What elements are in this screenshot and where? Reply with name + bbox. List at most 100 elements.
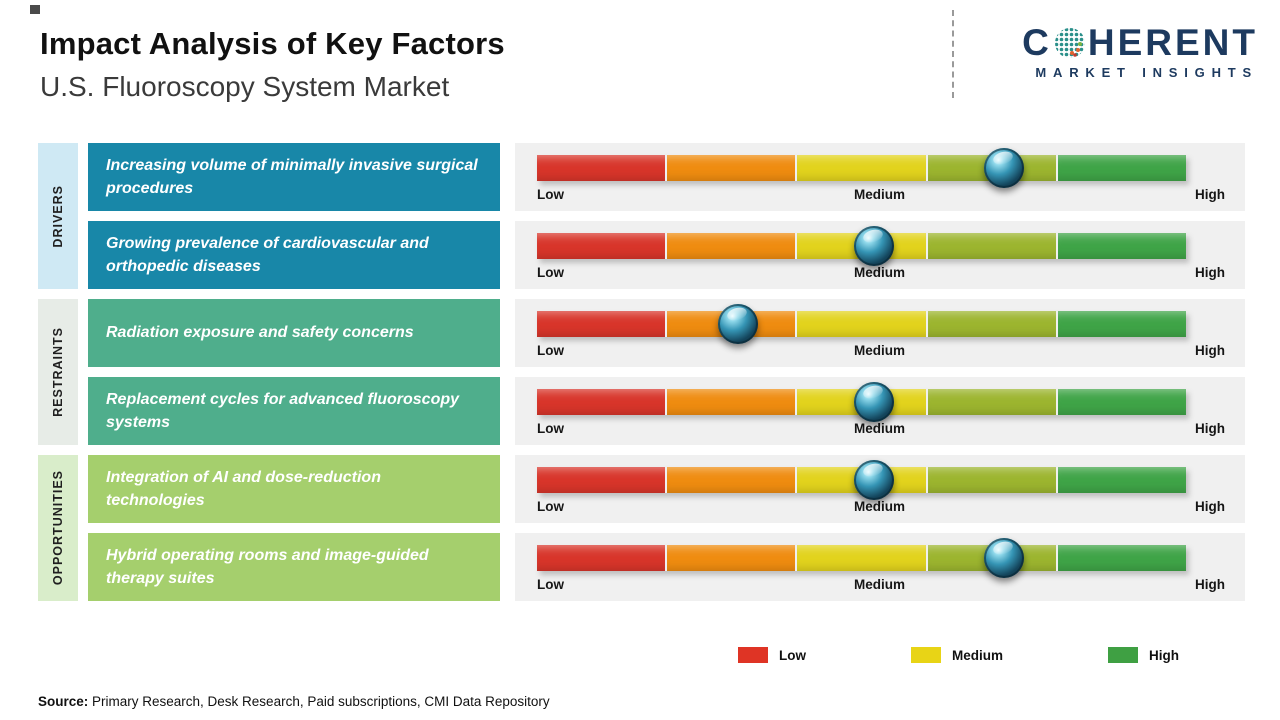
group-label-drivers: DRIVERS [38, 143, 78, 289]
factor-text: Replacement cycles for advanced fluorosc… [106, 390, 460, 431]
bar-segment-low-mid [667, 545, 796, 571]
impact-track [537, 148, 1187, 188]
bar-segment-high [1057, 311, 1187, 337]
legend-swatch-low [737, 647, 768, 663]
factor-box: Replacement cycles for advanced fluorosc… [88, 377, 500, 445]
factor-box: Increasing volume of minimally invasive … [88, 143, 500, 211]
group-label-opportunities: OPPORTUNITIES [38, 455, 78, 601]
corner-mark [30, 5, 40, 14]
factor-text: Hybrid operating rooms and image-guided … [106, 546, 429, 587]
impact-chart: DRIVERS Increasing volume of minimally i… [38, 143, 1245, 663]
factor-text: Integration of AI and dose-reduction tec… [106, 468, 381, 509]
logo-tagline: MARKET INSIGHTS [1035, 65, 1258, 80]
bar-segment-low-mid [667, 467, 796, 493]
scale-label-high: High [1194, 265, 1225, 280]
scale-label-medium: Medium [853, 499, 905, 514]
bar-segment-low-mid [667, 233, 796, 259]
impact-marker [984, 538, 1025, 578]
bar-segment-low [537, 467, 666, 493]
impact-track [537, 460, 1187, 500]
bar-segment-low [537, 155, 666, 181]
bar-segment-mid [797, 155, 926, 181]
impact-bar-panel: Low Medium High [515, 299, 1245, 367]
scale-label-medium: Medium [853, 577, 905, 592]
page-title: Impact Analysis of Key Factors [40, 26, 505, 61]
scale-label-medium: Medium [853, 265, 905, 280]
bar-segment-low [537, 233, 666, 259]
group-restraints: RESTRAINTS Radiation exposure and safety… [38, 299, 1245, 445]
impact-track [537, 538, 1187, 578]
factor-row: Integration of AI and dose-reduction tec… [88, 455, 1245, 523]
impact-track [537, 382, 1187, 422]
legend-item-medium: Medium [910, 647, 1003, 663]
impact-bar-panel: Low Medium High [515, 455, 1245, 523]
impact-marker [854, 382, 895, 422]
impact-marker [854, 460, 895, 500]
impact-bar [537, 467, 1187, 493]
scale-label-low: Low [537, 499, 564, 514]
impact-track [537, 304, 1187, 344]
scale-label-high: High [1194, 421, 1225, 436]
bar-segment-low [537, 545, 666, 571]
factor-row: Growing prevalence of cardiovascular and… [88, 221, 1245, 289]
bar-segment-high [1057, 233, 1187, 259]
scale-labels: Low Medium High [537, 499, 1225, 514]
bar-segment-low-mid [667, 389, 796, 415]
source-note: Source: Primary Research, Desk Research,… [38, 694, 550, 709]
legend-label-low: Low [778, 647, 806, 663]
factor-box: Growing prevalence of cardiovascular and… [88, 221, 500, 289]
impact-marker [718, 304, 759, 344]
bar-segment-mid-high [927, 389, 1056, 415]
source-prefix: Source: [38, 694, 89, 709]
logo-letters-rest: HERENT [1087, 22, 1258, 63]
impact-marker [854, 226, 895, 266]
header: Impact Analysis of Key Factors U.S. Fluo… [0, 0, 1280, 143]
group-opportunities: OPPORTUNITIES Integration of AI and dose… [38, 455, 1245, 601]
scale-label-low: Low [537, 265, 564, 280]
bar-segment-mid [797, 545, 926, 571]
bar-segment-mid-high [927, 233, 1056, 259]
logo: C [1022, 24, 1258, 80]
bar-segment-high [1057, 155, 1187, 181]
bar-segment-low-mid [667, 155, 796, 181]
legend-label-medium: Medium [951, 647, 1003, 663]
factor-row: Hybrid operating rooms and image-guided … [88, 533, 1245, 601]
legend-swatch-high [1108, 647, 1138, 663]
group-label-text: OPPORTUNITIES [51, 470, 65, 586]
impact-bar-panel: Low Medium High [515, 377, 1245, 445]
bar-segment-mid-high [927, 311, 1056, 337]
scale-label-high: High [1194, 499, 1225, 514]
logo-wordmark: C [1022, 24, 1258, 61]
impact-marker [984, 148, 1025, 188]
bar-segment-mid-high [927, 467, 1056, 493]
scale-label-high: High [1194, 577, 1225, 592]
impact-bar [537, 155, 1187, 181]
scale-label-medium: Medium [853, 421, 905, 436]
source-text: Primary Research, Desk Research, Paid su… [88, 694, 550, 709]
scale-label-medium: Medium [853, 343, 905, 358]
impact-bar [537, 545, 1187, 571]
factor-box: Hybrid operating rooms and image-guided … [88, 533, 500, 601]
impact-track [537, 226, 1187, 266]
bar-segment-mid [797, 311, 926, 337]
scale-label-low: Low [537, 187, 564, 202]
logo-divider [952, 10, 954, 98]
group-drivers: DRIVERS Increasing volume of minimally i… [38, 143, 1245, 289]
legend-swatch-medium [910, 647, 941, 663]
bar-segment-low [537, 389, 666, 415]
scale-labels: Low Medium High [537, 265, 1225, 280]
impact-bar [537, 311, 1187, 337]
bar-segment-low [537, 311, 666, 337]
factor-row: Replacement cycles for advanced fluorosc… [88, 377, 1245, 445]
impact-bar [537, 389, 1187, 415]
factor-row: Increasing volume of minimally invasive … [88, 143, 1245, 211]
scale-labels: Low Medium High [537, 577, 1225, 592]
group-label-text: RESTRAINTS [51, 327, 65, 417]
legend-item-high: High [1108, 647, 1179, 663]
factor-text: Increasing volume of minimally invasive … [106, 156, 478, 197]
legend: Low Medium High [38, 647, 1179, 663]
impact-bar-panel: Low Medium High [515, 533, 1245, 601]
legend-label-high: High [1149, 647, 1179, 663]
scale-label-low: Low [537, 343, 564, 358]
factor-text: Growing prevalence of cardiovascular and… [106, 234, 429, 275]
